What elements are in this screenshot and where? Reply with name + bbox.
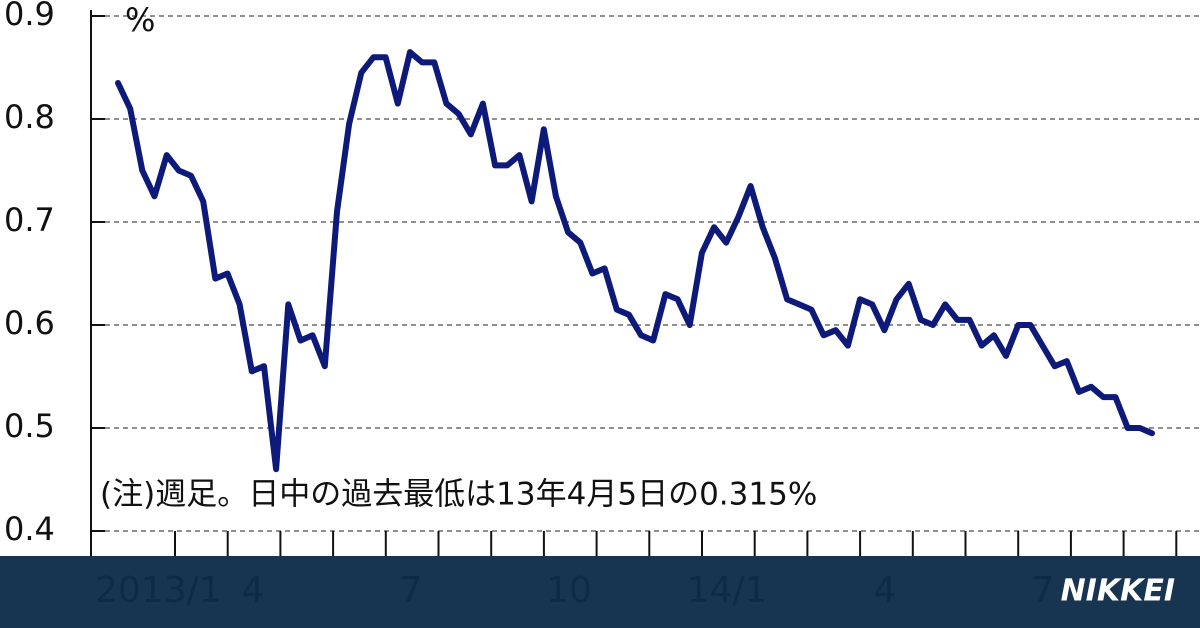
y-tick-label: 0.7 [4,201,55,239]
brand-logo: NIKKEI [1061,574,1175,609]
y-tick-label: 0.9 [4,0,55,33]
plot [115,49,1155,473]
y-tick-label: 0.6 [4,304,55,342]
y-axis-unit: % [125,1,155,39]
y-tick-label: 0.4 [4,510,55,548]
banner [0,556,1200,628]
x-axis [174,531,1178,556]
y-tick-label: 0.5 [4,407,55,445]
note: (注)週足。日中の過去最低は13年4月5日の0.315% [100,477,817,513]
y-tick-label: 0.8 [4,98,55,136]
line-series [115,49,1155,473]
